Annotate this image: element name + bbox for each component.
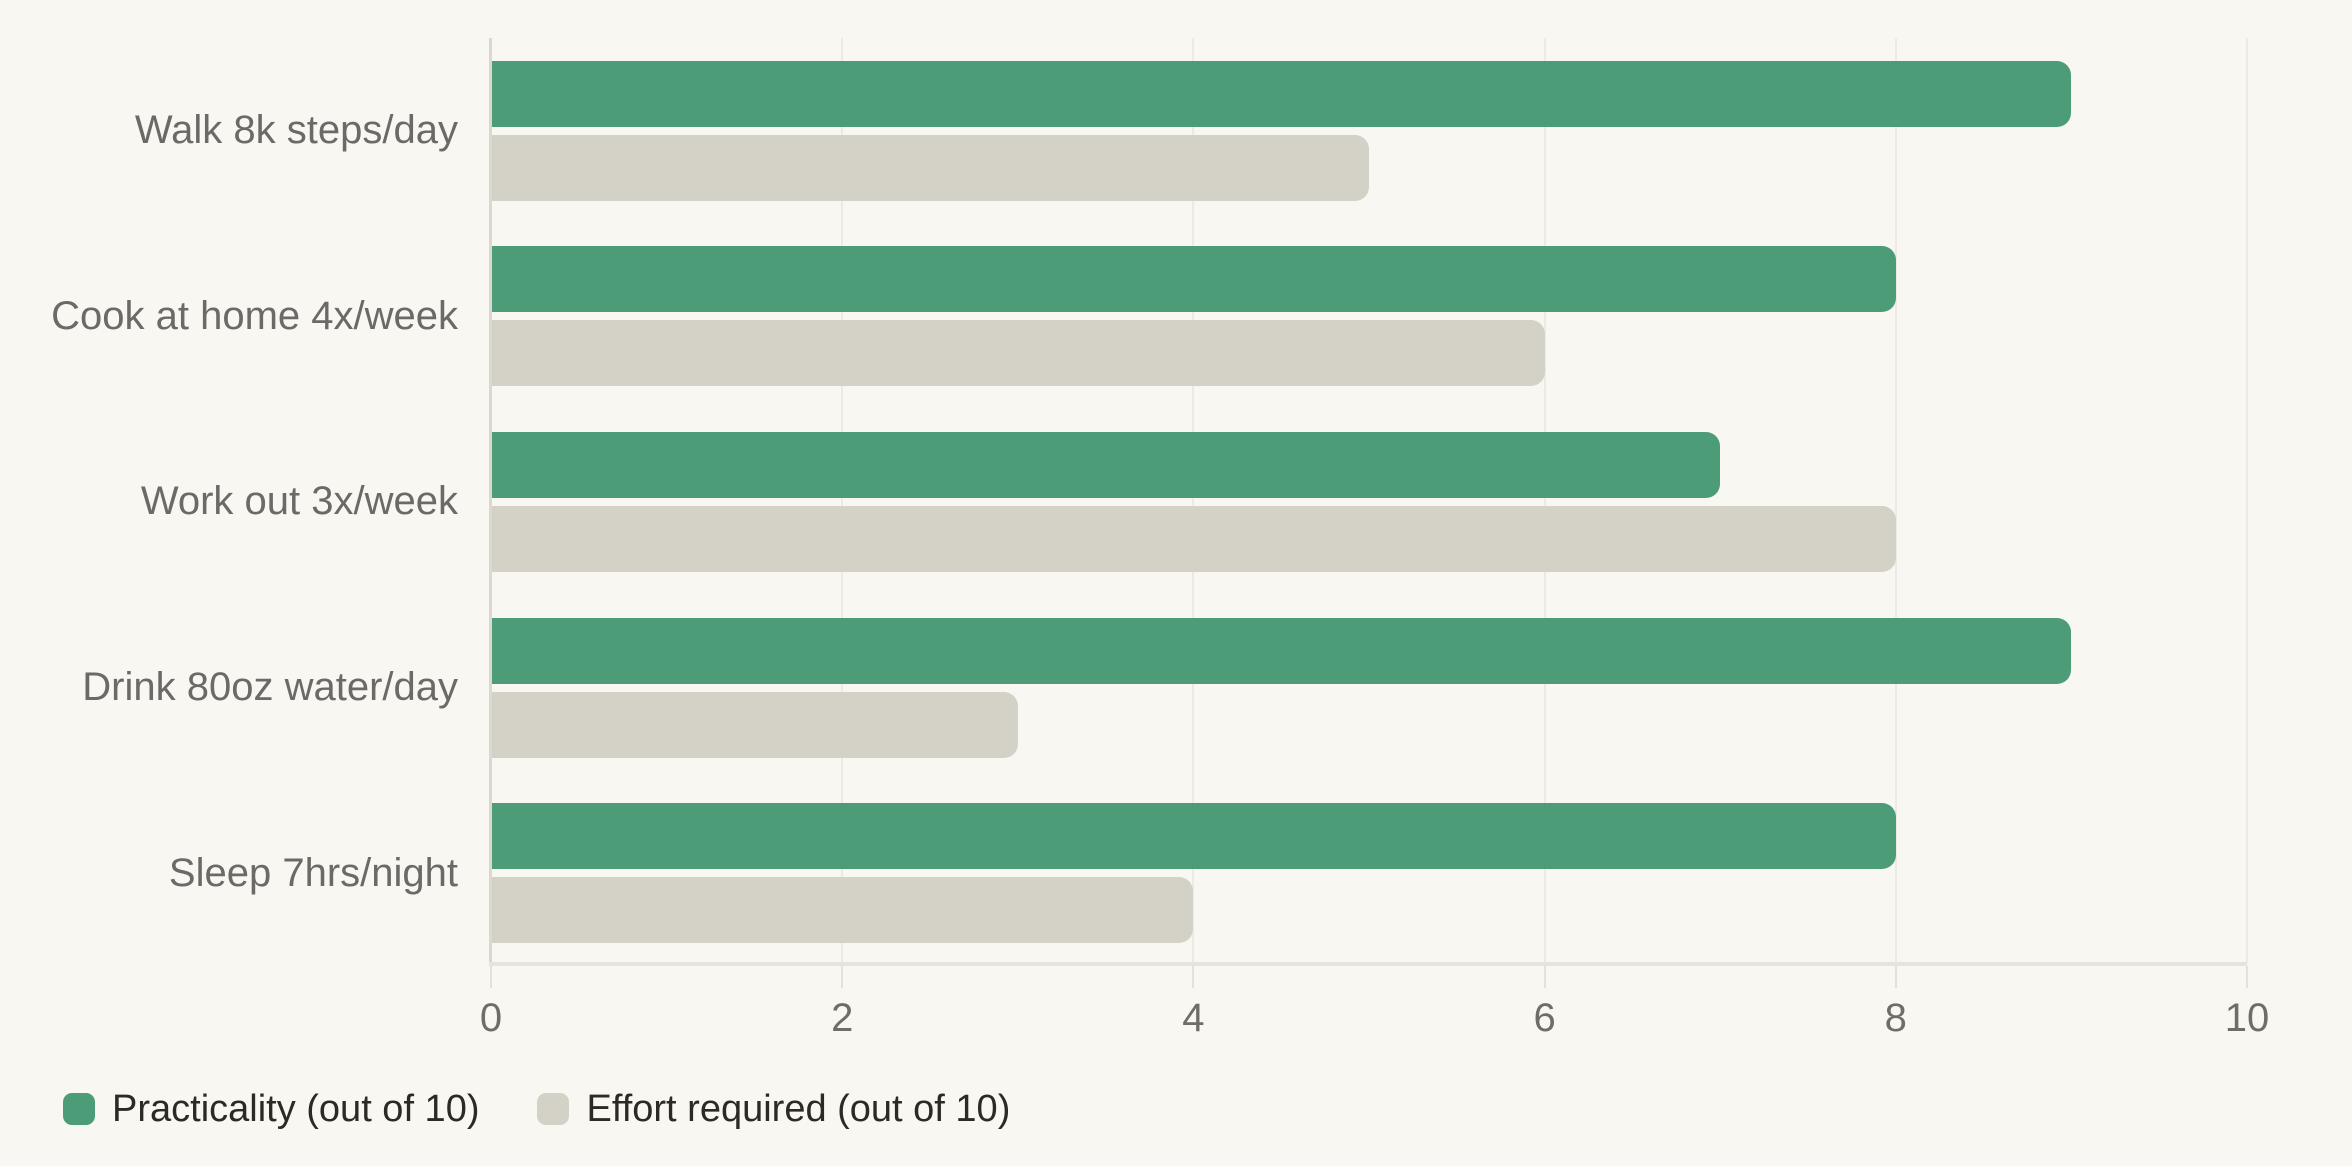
x-axis-line [489,962,2247,966]
legend-swatch-effort-required [537,1093,570,1125]
bar-group [491,780,2247,966]
gridline [841,38,844,963]
gridline [1543,38,1546,963]
x-tick-label: 8 [1884,996,1907,1040]
bar-group [491,38,2247,224]
plot-area [491,38,2248,966]
legend-label: Practicality (out of 10) [112,1088,480,1130]
x-tick-label: 4 [1182,996,1205,1040]
gridline [1894,38,1897,963]
category-labels: Walk 8k steps/day Cook at home 4x/week Wor… [0,38,458,966]
bar-effort-required [491,691,1018,758]
x-tick-mark [1894,966,1897,988]
bar-effort-required [491,320,1545,387]
legend-item-effort-required: Effort required (out of 10) [537,1088,1010,1130]
x-axis-tickmarks [490,966,2248,988]
legend-label: Effort required (out of 10) [586,1088,1011,1130]
bar-practicality [491,246,1896,313]
bar-effort-required [491,134,1369,201]
x-tick-mark [1192,966,1195,988]
x-tick-label: 10 [2224,996,2270,1040]
category-label: Walk 8k steps/day [134,108,458,153]
gridline [1192,38,1195,963]
bar-practicality [491,431,1721,498]
y-axis-line [489,38,492,966]
x-tick-mark [2246,966,2248,988]
legend-swatch-practicality [63,1093,95,1125]
category-label: Drink 80oz water/day [82,665,458,710]
category-label: Cook at home 4x/week [51,293,458,338]
category-label: Sleep 7hrs/night [168,850,458,895]
gridline [2246,38,2248,963]
bar-group [491,224,2247,410]
x-axis-ticks: 0 2 4 6 8 10 [480,996,2269,1044]
bar-practicality [491,60,2072,127]
x-tick-label: 0 [479,996,503,1040]
bar-effort-required [491,505,1896,572]
x-tick-mark [1543,966,1546,988]
x-tick-label: 2 [831,996,854,1040]
x-tick-label: 6 [1533,996,1556,1040]
legend-item-practicality: Practicality (out of 10) [63,1088,479,1130]
bar-effort-required [491,877,1194,944]
legend: Practicality (out of 10) Effort required … [63,1088,1010,1130]
x-tick-mark [490,966,492,988]
bar-practicality [491,803,1896,870]
bar-practicality [491,617,2072,684]
category-label: Work out 3x/week [140,479,458,524]
x-tick-mark [841,966,844,988]
bar-group [491,595,2247,781]
bar-group [491,409,2247,595]
